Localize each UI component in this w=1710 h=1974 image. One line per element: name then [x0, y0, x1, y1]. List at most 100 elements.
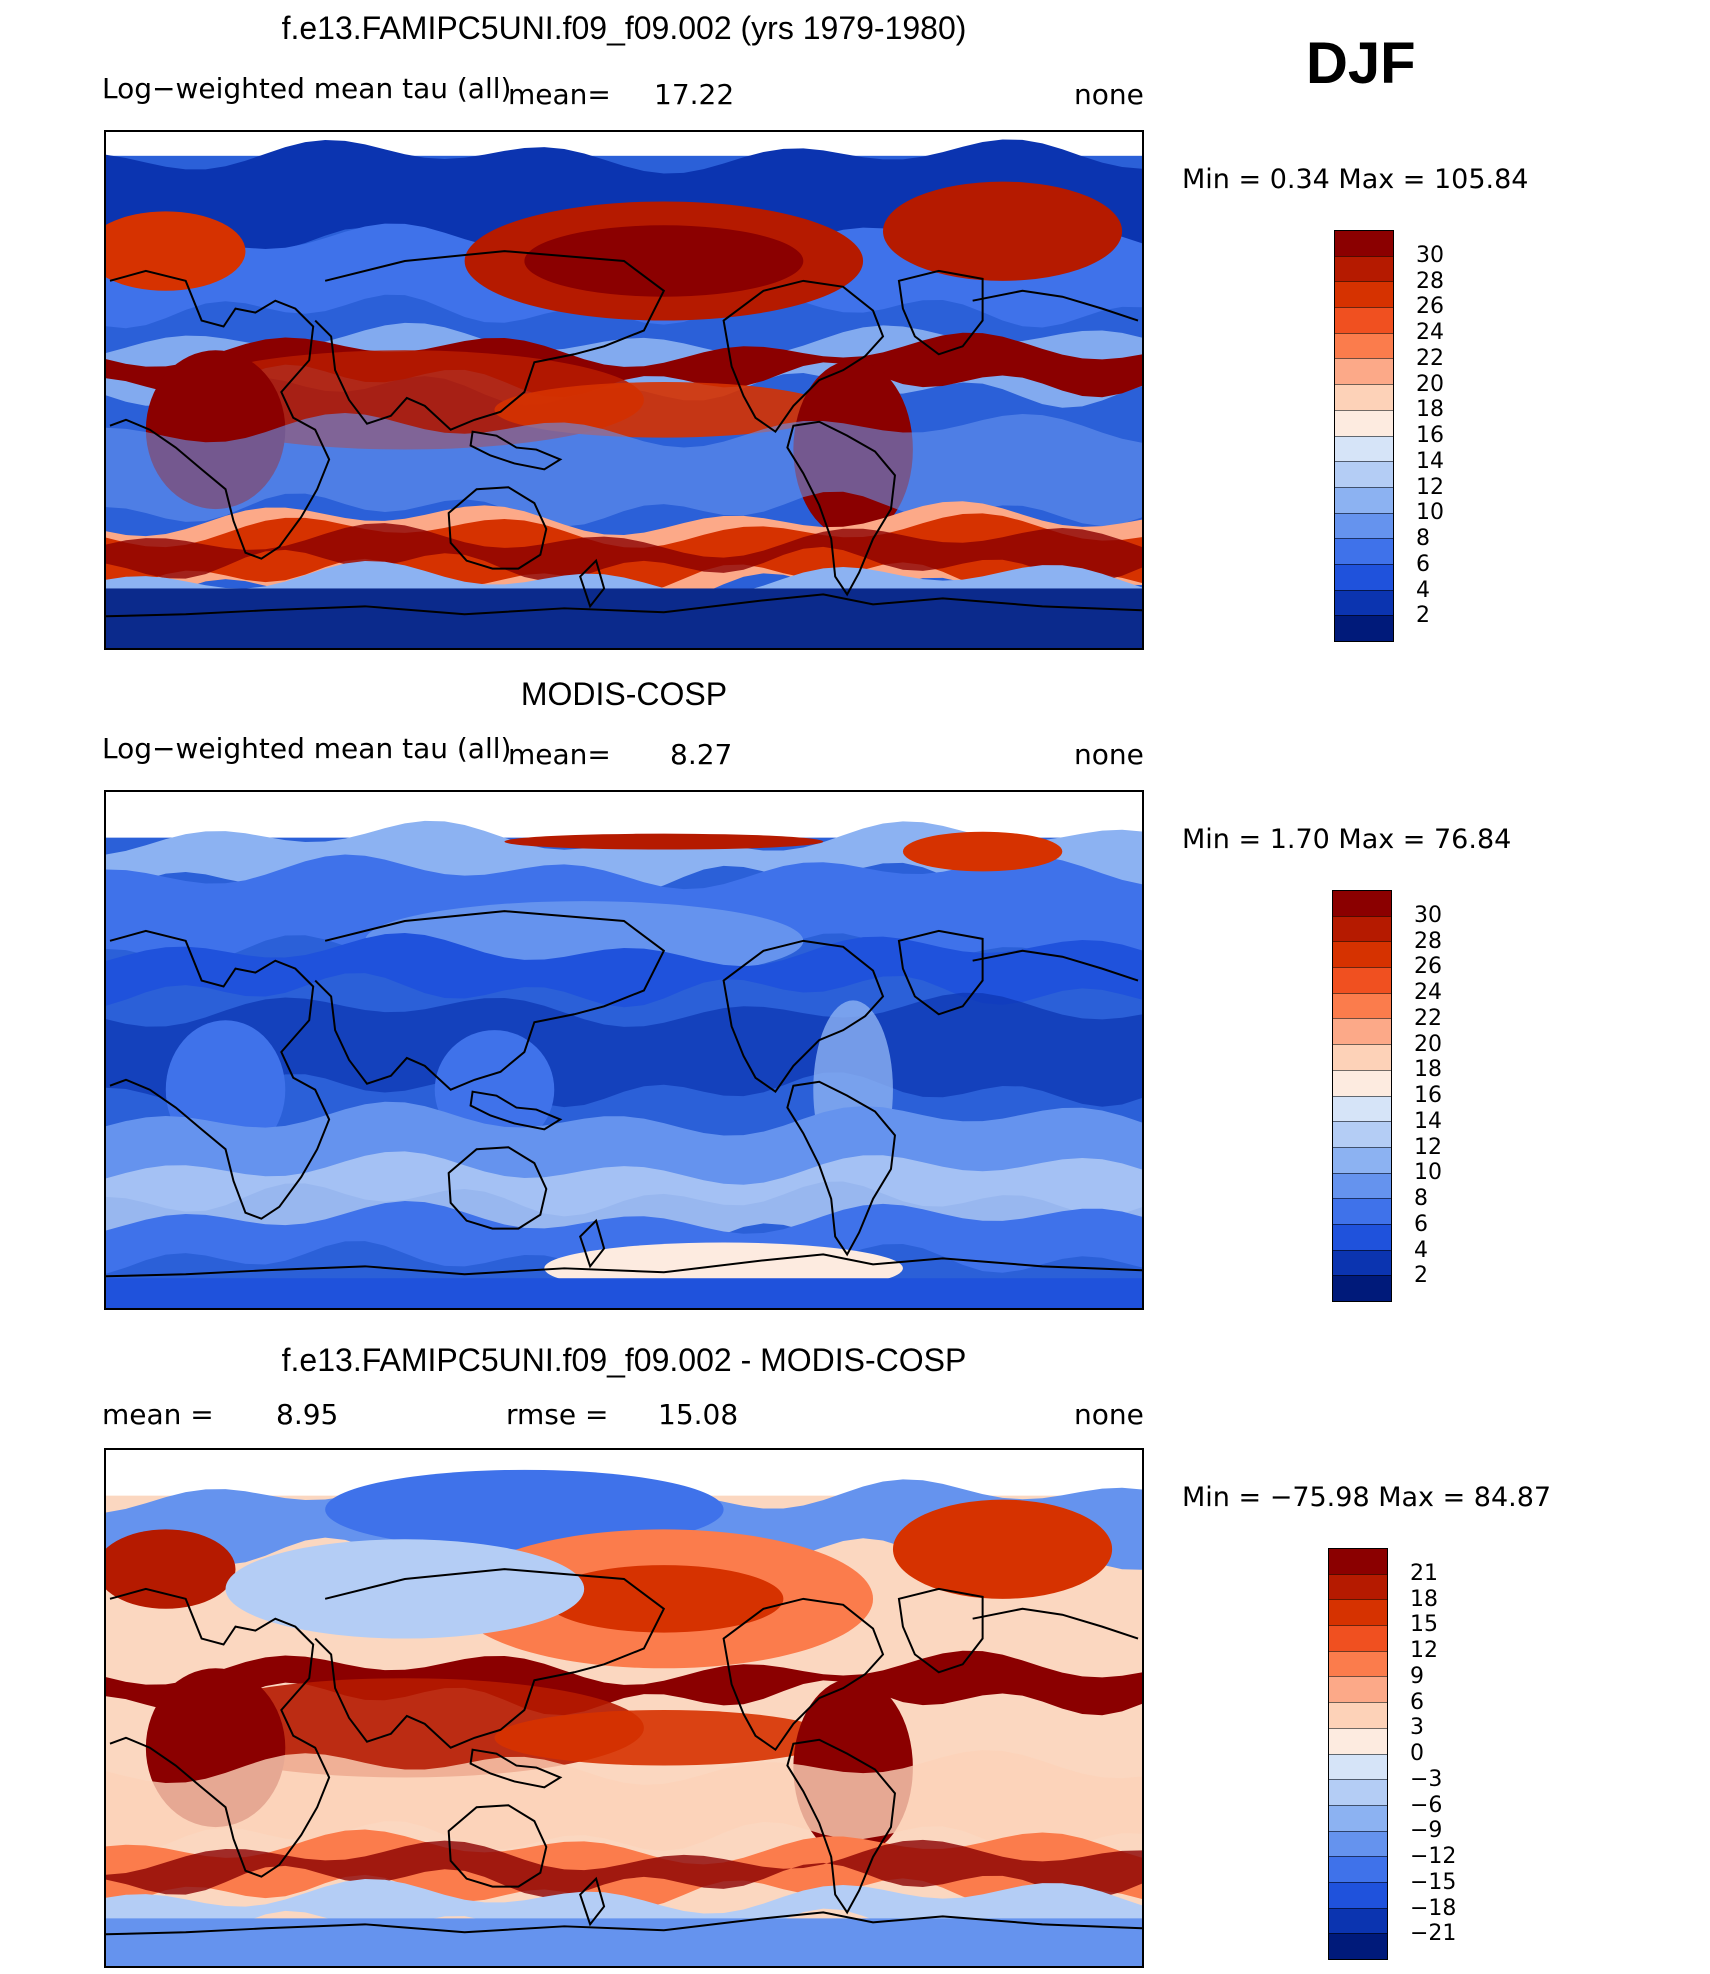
coastline — [314, 250, 666, 431]
colorbar-tick-label: 6 — [1416, 551, 1430, 577]
colorbar-tick-label: 16 — [1414, 1083, 1442, 1108]
coastline — [314, 1568, 666, 1749]
coastline — [106, 593, 1142, 618]
coastline — [786, 1738, 896, 1915]
colorbar-swatch — [1333, 915, 1391, 942]
coastline — [579, 1876, 606, 1927]
colorbar-swatch — [1335, 307, 1393, 333]
colorbar-swatch — [1335, 512, 1393, 539]
colorbar-swatch — [1335, 563, 1393, 590]
coastline — [314, 910, 666, 1091]
colorbar-tick-label: 18 — [1414, 1057, 1442, 1083]
coastline — [722, 279, 885, 434]
panel-3-units-label: none — [1074, 1398, 1144, 1431]
panel-3-contour-field — [106, 1450, 1142, 1966]
panel-3-rmse-label: rmse = — [506, 1398, 609, 1431]
panel-2-map — [104, 790, 1144, 1310]
panel-3-mean-label: mean = — [102, 1398, 214, 1431]
colorbar-swatch — [1329, 1599, 1387, 1626]
colorbar-tick-label: −3 — [1410, 1766, 1443, 1792]
coastline — [722, 1597, 885, 1752]
colorbar-swatch — [1333, 1044, 1391, 1070]
colorbar-tick-label: 4 — [1414, 1237, 1428, 1263]
coastline — [972, 1607, 1139, 1640]
coastline — [447, 1804, 548, 1888]
colorbar-tick-label: −21 — [1410, 1921, 1457, 1947]
panel-1-colorbar — [1334, 230, 1394, 642]
colorbar-swatch — [1335, 435, 1393, 462]
colorbar-tick-label: 22 — [1416, 345, 1444, 371]
colorbar-tick-label: 30 — [1416, 242, 1444, 268]
colorbar-tick-label: 14 — [1414, 1108, 1442, 1134]
colorbar-swatch — [1335, 409, 1393, 436]
coastline — [786, 1080, 896, 1257]
coastline — [972, 289, 1139, 322]
panel-3-map — [104, 1448, 1144, 1968]
colorbar-tick-label: 24 — [1414, 980, 1442, 1005]
colorbar-swatch — [1329, 1933, 1387, 1959]
coastline — [897, 1587, 984, 1674]
colorbar-tick-label: 14 — [1416, 448, 1444, 474]
panel-1-variable-label: Log−weighted mean tau (all) — [102, 72, 512, 105]
panel-1-mean-label: mean= — [508, 78, 611, 111]
colorbar-swatch — [1333, 1249, 1391, 1276]
colorbar-tick-label: 18 — [1410, 1586, 1438, 1612]
colorbar-tick-label: 18 — [1416, 397, 1444, 423]
colorbar-tick-label: 10 — [1414, 1160, 1442, 1186]
colorbar-swatch — [1333, 1275, 1391, 1301]
coastline — [579, 558, 606, 609]
colorbar-tick-label: 21 — [1410, 1560, 1438, 1586]
colorbar-swatch — [1329, 1702, 1387, 1728]
colorbar-tick-label: 9 — [1410, 1663, 1424, 1689]
panel-1-contour-field — [106, 132, 1142, 648]
coastline — [109, 269, 331, 560]
colorbar-swatch — [1333, 1095, 1391, 1122]
coastline — [786, 420, 896, 597]
colorbar-tick-label: −18 — [1410, 1895, 1457, 1921]
colorbar-swatch — [1335, 589, 1393, 616]
colorbar-tick-label: 12 — [1414, 1134, 1442, 1160]
panel-2-mean-label: mean= — [508, 738, 611, 771]
panel-2-units-label: none — [1074, 738, 1144, 771]
colorbar-tick-label: 26 — [1414, 954, 1442, 980]
colorbar-tick-label: −15 — [1410, 1869, 1457, 1895]
colorbar-tick-label: −6 — [1410, 1792, 1443, 1818]
colorbar-swatch — [1329, 1881, 1387, 1908]
coastline — [447, 486, 548, 570]
coastline — [109, 929, 331, 1220]
colorbar-tick-label: 20 — [1416, 371, 1444, 397]
colorbar-swatch — [1333, 1223, 1391, 1250]
panel-3-rmse-value: 15.08 — [658, 1398, 739, 1431]
panel-1-minmax: Min = 0.34 Max = 105.84 — [1182, 164, 1529, 195]
coastline — [469, 430, 563, 471]
colorbar-tick-label: 2 — [1414, 1263, 1428, 1289]
colorbar-swatch — [1333, 1172, 1391, 1199]
colorbar-swatch — [1333, 891, 1391, 916]
coastline — [897, 269, 984, 356]
colorbar-swatch — [1329, 1573, 1387, 1600]
colorbar-tick-label: 26 — [1416, 294, 1444, 320]
colorbar-swatch — [1329, 1676, 1387, 1703]
colorbar-tick-label: 12 — [1410, 1638, 1438, 1663]
colorbar-tick-label: 3 — [1410, 1715, 1424, 1741]
colorbar-tick-label: 30 — [1414, 902, 1442, 928]
colorbar-tick-label: −12 — [1410, 1844, 1457, 1869]
panel-2-title: MODIS-COSP — [520, 676, 728, 712]
colorbar-swatch — [1329, 1779, 1387, 1805]
colorbar-swatch — [1329, 1804, 1387, 1831]
colorbar-tick-label: 16 — [1416, 423, 1444, 448]
coastline — [897, 929, 984, 1016]
colorbar-tick-label: 24 — [1416, 320, 1444, 345]
colorbar-swatch — [1335, 538, 1393, 564]
colorbar-tick-label: 8 — [1416, 526, 1430, 551]
colorbar-tick-label: 8 — [1414, 1186, 1428, 1211]
coastline — [106, 1911, 1142, 1936]
colorbar-swatch — [1333, 1069, 1391, 1096]
coastline — [972, 949, 1139, 982]
coastline — [106, 1253, 1142, 1278]
colorbar-swatch — [1329, 1830, 1387, 1857]
colorbar-swatch — [1333, 1146, 1391, 1173]
colorbar-swatch — [1335, 358, 1393, 385]
coastline — [469, 1748, 563, 1789]
colorbar-swatch — [1329, 1753, 1387, 1780]
